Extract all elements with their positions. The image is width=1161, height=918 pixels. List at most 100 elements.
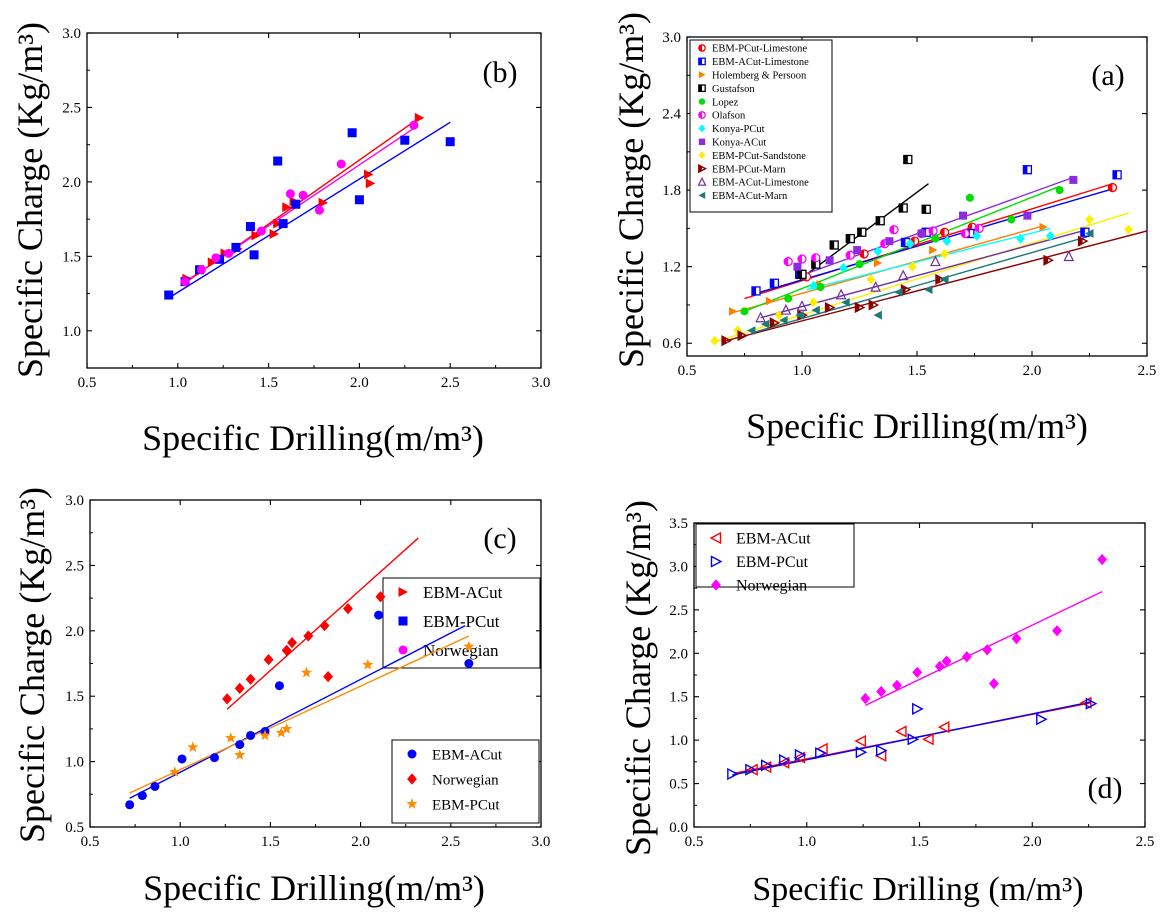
data-point [796,300,808,311]
chart-panel-c: 0.5 1.0 1.5 2.0 2.5 3.0 0.5 1.0 1.5 2.0 2.5 3.0 Spec… [12,487,550,908]
y-tick-label: 3.0 [669,559,688,575]
data-point [445,137,455,147]
x-tick-label: 1.0 [171,834,190,850]
data-point [746,763,758,776]
data-point [931,234,940,243]
panel-label: (d) [1088,772,1123,805]
legend-marker [698,191,706,199]
y-tick-label: 2.0 [62,175,81,191]
x-axis-label: Specific Drilling (m/m³) [752,871,1083,908]
data-point [793,262,802,271]
data-point [873,246,883,257]
data-point [729,306,738,316]
x-axis-label: Specific Drilling(m/m³) [142,418,484,458]
data-point [1046,231,1055,242]
fit-line [725,230,1147,342]
chart-panel-b: 0.5 1.0 1.5 2.0 2.5 3.0 1.0 1.5 2.0 2.5 3.0 Specifi… [10,22,551,669]
data-point [922,733,934,746]
legend-box [382,577,541,669]
data-point [323,670,334,683]
data-point [177,754,187,764]
x-tick-label: 2.5 [1136,834,1155,850]
data-point [876,685,887,698]
legend: EBM-PCut-Limestone EBM-ACut-Limestone Hole… [689,39,833,213]
y-axis-label: Specific Charge (Kg/m³) [618,500,658,856]
data-point [1036,713,1048,726]
legend-label: EBM-ACut-Limestone [712,178,809,189]
data-point [740,307,749,316]
legend: EBM-ACut EBM-PCut Norwegian [695,523,855,595]
fit-line [129,624,466,799]
data-point [794,748,807,762]
legend-marker [698,151,706,160]
data-point [1055,186,1064,195]
data-point [409,120,419,130]
chart-panel-d: 0.5 1.0 1.5 2.0 2.50.00.51.01.52.02.53.03.5S… [618,500,1154,908]
data-point [1085,697,1098,710]
x-tick-label: 2.5 [441,834,460,850]
y-tick-label: 1.0 [65,755,84,771]
plot-area [727,553,1108,781]
data-point [940,248,949,259]
y-tick-label: 1.5 [669,690,688,706]
data-point [354,195,364,205]
legend-label: Gustafson [712,84,755,95]
data-point [912,702,924,715]
legend-marker [697,176,707,186]
y-tick-label: 2.4 [662,107,681,123]
data-point [365,178,376,189]
data-point [937,721,950,734]
data-point [291,199,301,209]
x-tick-label: 1.5 [261,834,280,850]
data-point [875,744,888,757]
data-point [816,283,825,292]
data-point [245,673,256,685]
data-point [885,237,894,246]
legend-label: Konya-ACut [712,137,766,148]
data-point [256,226,266,236]
x-tick-label: 0.5 [678,363,697,379]
data-point [934,660,945,672]
y-axis-label: Specific Charge (Kg/m³) [12,487,52,843]
data-point [779,754,791,767]
x-axis-label: Specific Drilling(m/m³) [143,868,485,908]
data-point [894,287,903,297]
x-tick-label: 2.5 [1138,363,1157,379]
data-point [180,277,190,287]
y-tick-label: 1.0 [669,733,688,749]
data-point [779,315,788,325]
y-axis-label: Specific Charge (Kg/m³) [10,22,50,378]
data-point [1039,222,1048,232]
data-point [1016,233,1025,244]
x-tick-label: 0.5 [685,834,704,850]
fit-line [744,185,1060,312]
panel-label: (c) [483,522,516,555]
data-point [1052,625,1063,637]
data-point [235,740,245,750]
data-point [774,310,784,321]
data-point [917,229,926,238]
legend-marker [698,71,706,79]
y-tick-label: 0.6 [662,336,681,352]
data-point [959,211,967,220]
y-tick-label: 2.5 [65,558,84,574]
data-point [164,290,174,300]
legend-marker [711,579,721,591]
x-tick-label: 0.5 [81,834,100,850]
data-point [793,751,806,764]
x-tick-label: 2.0 [351,834,370,850]
plot-area [164,112,455,300]
data-point [245,222,255,232]
x-tick-label: 2.5 [441,375,460,391]
data-point [318,197,329,208]
legend-label: Holemberg & Persoon [712,70,807,81]
y-tick-label: 0.5 [65,820,84,836]
fit-line [806,227,1051,291]
x-tick-label: 2.0 [1023,363,1042,379]
data-point [1085,229,1094,238]
legend-marker [398,616,408,626]
data-point [907,733,920,746]
data-point [809,280,818,291]
data-point [207,257,218,268]
x-tick-label: 3.0 [532,375,551,391]
